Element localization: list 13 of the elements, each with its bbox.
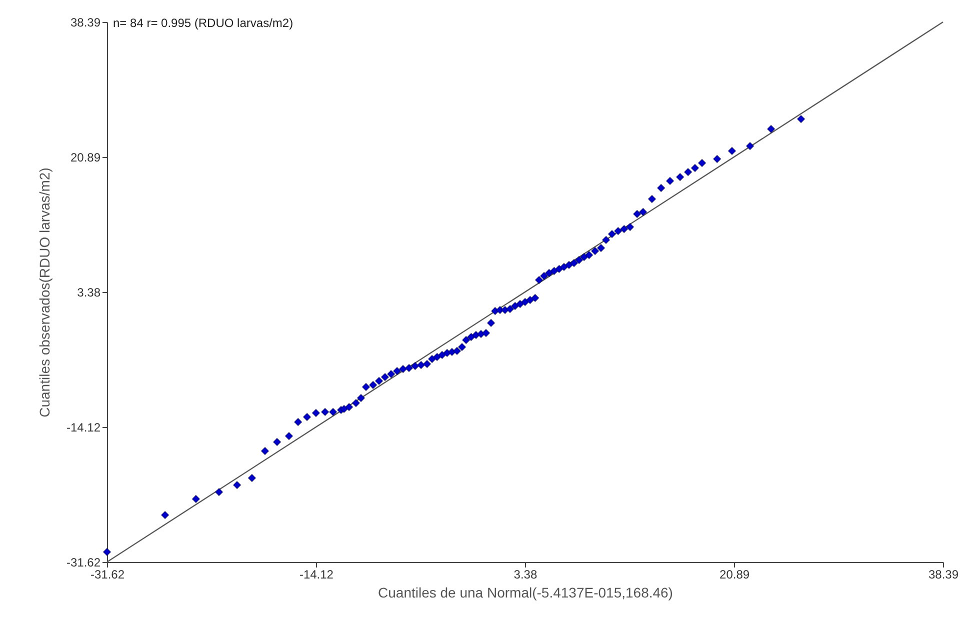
y-axis-title: Cuantiles observados(RDUO larvas/m2)	[36, 168, 52, 418]
annotation: n= 84 r= 0.995 (RDUO larvas/m2)	[113, 16, 294, 30]
x-tick-label: 38.39	[928, 568, 959, 582]
y-tick-label: 38.39	[70, 16, 101, 30]
y-tick-label: -14.12	[66, 420, 101, 435]
y-tick-label: -31.62	[66, 556, 101, 570]
x-axis-title: Cuantiles de una Normal(-5.4137E-015,168.46)	[378, 584, 673, 600]
x-tick-label: -31.62	[90, 568, 125, 582]
x-tick-label: 20.89	[720, 568, 750, 582]
y-tick-label: 20.89	[70, 150, 101, 164]
y-tick-label: 3.38	[77, 286, 101, 300]
x-tick-label: -14.12	[299, 568, 334, 582]
x-tick-label: 3.38	[514, 568, 538, 582]
